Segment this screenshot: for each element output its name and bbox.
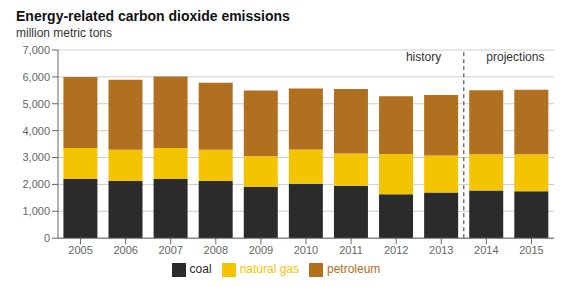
svg-text:2011: 2011 — [339, 244, 363, 256]
svg-text:2014: 2014 — [474, 244, 498, 256]
html-text:coal: coal — [189, 262, 212, 277]
svg-text:2015: 2015 — [519, 244, 543, 256]
svg-text:2010: 2010 — [294, 244, 318, 256]
svg-text:6,000: 6,000 — [22, 71, 50, 83]
html-text:natural gas: natural gas — [239, 262, 299, 277]
svg-text:projections: projections — [486, 50, 544, 64]
html-text:petroleum: petroleum — [327, 262, 381, 277]
html-text:Energy-related carbon dioxide: Energy-related carbon dioxide emissions — [16, 8, 290, 24]
svg-text:0: 0 — [44, 232, 50, 244]
svg-text:7,000: 7,000 — [22, 44, 50, 56]
svg-text:5,000: 5,000 — [22, 98, 50, 110]
svg-text:3,000: 3,000 — [22, 151, 50, 163]
html-text:million metric tons: million metric tons — [16, 26, 112, 40]
svg-text:2008: 2008 — [204, 244, 228, 256]
svg-text:2007: 2007 — [158, 244, 182, 256]
svg-text:2009: 2009 — [249, 244, 273, 256]
svg-text:2006: 2006 — [113, 244, 137, 256]
svg-text:2,000: 2,000 — [22, 178, 50, 190]
svg-text:2012: 2012 — [384, 244, 408, 256]
svg-text:history: history — [406, 50, 441, 64]
svg-text:1,000: 1,000 — [22, 205, 50, 217]
svg-text:4,000: 4,000 — [22, 125, 50, 137]
svg-text:2013: 2013 — [429, 244, 453, 256]
svg-text:2005: 2005 — [68, 244, 92, 256]
